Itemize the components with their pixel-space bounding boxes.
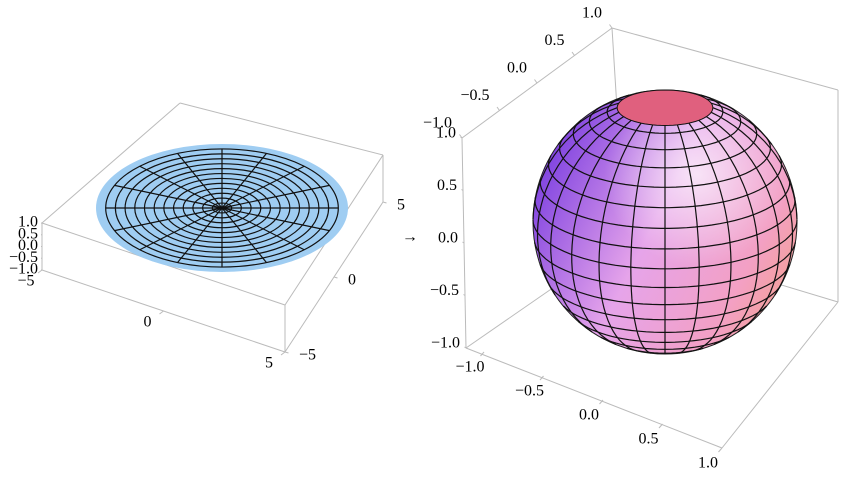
z-tick-label: −0.5: [430, 282, 459, 299]
mesh-line: [619, 94, 632, 99]
mesh-line: [547, 155, 783, 209]
mesh-line: [536, 111, 620, 296]
mesh-line: [598, 122, 642, 351]
mesh-line: [571, 119, 632, 346]
z-tick-label: 1.0: [18, 214, 38, 231]
mesh-line: [595, 98, 624, 111]
y-tick-label: 5: [397, 197, 405, 214]
mesh-line: [539, 178, 791, 229]
y-tick-label: 0.0: [507, 60, 527, 77]
mesh-radial: [114, 207, 223, 232]
box-edge: [465, 347, 723, 449]
z-tick-label: 0.0: [18, 237, 38, 254]
mesh-line: [534, 197, 796, 250]
mesh-line: [572, 119, 758, 169]
y-tick-label: 0.5: [545, 32, 565, 49]
tick-mark: [658, 423, 663, 429]
mesh-line: [630, 124, 654, 354]
tick-mark: [571, 51, 575, 56]
mesh-radial: [221, 184, 330, 209]
mesh-line: [778, 155, 783, 165]
surface: [96, 144, 348, 272]
box-edge: [179, 102, 384, 156]
mesh-line: [588, 106, 742, 151]
tick-mark: [539, 375, 544, 381]
tick-mark: [280, 351, 286, 356]
tick-mark: [159, 310, 164, 315]
mesh-radial: [177, 207, 223, 263]
y-tick-label: 1.0: [582, 5, 602, 22]
mesh-line: [688, 122, 732, 351]
mesh-radial: [139, 207, 223, 251]
mesh-line: [698, 119, 759, 346]
mesh-line: [558, 137, 771, 188]
opening: [616, 89, 714, 126]
x-tick-label: 5: [265, 355, 273, 372]
x-tick-label: 1.0: [698, 455, 718, 472]
mesh-radial: [221, 207, 330, 232]
mesh-line: [550, 116, 624, 333]
tick-mark: [480, 351, 485, 357]
box-edge: [611, 27, 839, 91]
mesh-line: [676, 124, 700, 354]
z-tick-label: 1.0: [436, 125, 456, 142]
z-tick-label: 0.0: [438, 230, 458, 247]
tick-mark: [464, 346, 467, 349]
tick-mark: [462, 241, 465, 244]
x-tick-label: 0.0: [579, 407, 599, 424]
tick-mark: [496, 106, 500, 111]
tick-mark: [718, 447, 723, 453]
tick-mark: [463, 294, 466, 296]
tick-mark: [609, 24, 613, 29]
y-tick-label: −0.5: [460, 87, 489, 104]
y-tick-label: 0: [348, 272, 356, 289]
mesh-radial: [139, 165, 223, 209]
z-tick-label: −1.0: [431, 335, 460, 352]
mesh-line: [557, 102, 619, 145]
z-tick-label: 0.5: [18, 225, 38, 242]
mesh-radial: [221, 165, 305, 209]
x-tick-label: −5: [17, 273, 34, 290]
tick-mark: [333, 276, 338, 279]
mesh-line: [706, 116, 780, 333]
mesh-radial: [221, 153, 267, 209]
box-edge: [41, 102, 181, 224]
box-edge: [721, 301, 839, 449]
mesh-line: [712, 107, 798, 220]
mesh-line: [706, 98, 735, 111]
x-tick-label: 0: [144, 314, 152, 331]
mesh-line: [711, 102, 773, 145]
z-tick-label: −1.0: [9, 261, 38, 278]
surface: [532, 89, 798, 355]
arrow: →: [402, 229, 418, 246]
mesh-radial: [221, 207, 267, 263]
mesh-line: [710, 111, 794, 296]
tick-mark: [599, 399, 604, 405]
y-tick-label: −5: [299, 347, 316, 364]
mesh-radial: [221, 207, 305, 251]
tick-mark: [460, 136, 463, 139]
mesh-radial: [114, 184, 223, 209]
tick-mark: [284, 351, 289, 354]
z-tick-label: 0.5: [437, 177, 457, 194]
z-tick-label: −0.5: [9, 249, 38, 266]
mesh-line: [698, 94, 711, 99]
mesh-radial: [177, 153, 223, 209]
x-tick-label: −0.5: [515, 383, 544, 400]
tick-mark: [382, 201, 387, 204]
tick-mark: [461, 189, 464, 191]
x-tick-label: 0.5: [639, 431, 659, 448]
tick-mark: [534, 79, 538, 84]
x-tick-label: −1.0: [455, 359, 484, 376]
mesh-line: [532, 107, 618, 220]
y-tick-label: −1.0: [423, 115, 452, 132]
